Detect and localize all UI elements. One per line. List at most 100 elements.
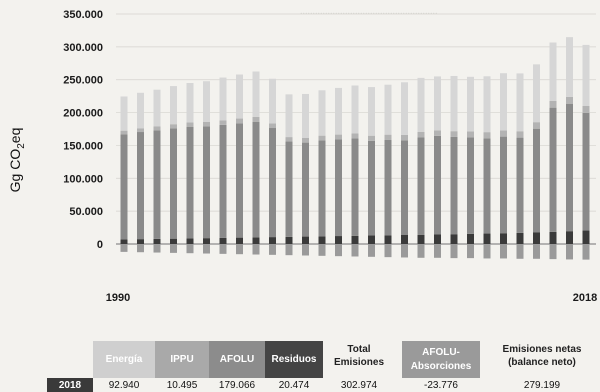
header-total: Total Emisiones [333,343,385,369]
bar-segment-afolu-absorciones [549,244,557,260]
bar-segment-ippu [219,120,227,125]
bar-segment-residuos [368,235,375,244]
bar-segment-residuos [252,237,260,244]
bar-segment-residuos [384,235,392,244]
header-ippu: IPPU [155,341,209,378]
bar-segment-ippu [137,128,144,133]
bar-segment-residuos [170,238,177,244]
bar-segment-residuos [236,237,243,244]
bar-segment-energ-a [137,92,144,129]
bar-segment-afolu [335,139,342,237]
bar-segment-energ-a [186,83,194,123]
bar-segment-afolu-absorciones [483,244,491,259]
bar-segment-afolu-absorciones [219,244,227,254]
bar-segment-ippu [186,122,194,127]
bar-segment-ippu [549,101,557,108]
bar-segment-afolu-absorciones [467,244,474,259]
bar-segment-energ-a [203,81,210,122]
bar-segment-energ-a [483,76,491,133]
bar-segment-energ-a [285,94,293,138]
bar-segment-energ-a [533,64,540,123]
bar-segment-energ-a [269,78,276,124]
bar-segment-afolu [203,126,210,239]
bar-segment-energ-a [318,90,326,136]
bar-segment-afolu-absorciones [203,244,210,254]
background-text: ........................................… [300,6,438,17]
bar-segment-ippu [252,116,260,122]
bar-segment-residuos [120,239,128,244]
bar-segment-residuos [302,236,309,244]
bar-segment-afolu-absorciones [434,244,441,258]
bar-segment-ippu [302,138,309,143]
bar-segment-afolu-absorciones [335,244,342,257]
bar-segment-residuos [450,234,458,244]
bar-segment-ippu [434,130,441,136]
bar-segment-residuos [285,236,293,244]
header-netas: Emisiones netas (balance neto) [502,343,582,369]
stacked-bar-chart: 0 50.000 100.000 150.000 200.000 250.000 300.0… [7,9,597,304]
bar-segment-ippu [318,135,326,141]
bar-segment-energ-a [434,76,441,131]
bar-segment-residuos [203,238,210,244]
bar-segment-ippu [236,118,243,124]
bar-segment-residuos [351,235,359,244]
bar-segment-ippu [417,131,425,138]
bar-segment-residuos [566,231,573,244]
bar-segment-ippu [467,131,474,138]
bar-segment-energ-a [120,96,128,131]
bar-segment-afolu [153,130,161,239]
cell-absorciones: -23.776 [424,380,458,391]
bar-segment-afolu [285,141,293,237]
bar-segment-energ-a [384,84,392,135]
bar-segment-residuos [417,234,425,244]
bar-segment-afolu-absorciones [153,244,161,253]
bar-segment-afolu-absorciones [318,244,326,256]
bar-segment-ippu [384,134,392,140]
bar-segment-energ-a [236,74,243,119]
cell-total: 302.974 [340,380,378,391]
bar-segment-afolu-absorciones [533,244,540,259]
bar-segment-residuos [549,231,557,244]
bar-segment-energ-a [500,73,507,131]
bar-segment-energ-a [153,89,161,127]
bar-segment-afolu-absorciones [516,244,524,259]
bar-segment-ippu [120,130,128,135]
y-tick-label: 300.000 [63,42,103,54]
bar-segment-ippu [153,126,161,131]
bar-segment-afolu [302,142,309,237]
bar-segment-energ-a [351,85,359,134]
summary-table: Energía IPPU AFOLU Residuos Total Emisio… [0,333,600,392]
cell-ippu: 10.495 [166,380,198,391]
bar-segment-afolu [170,128,177,239]
bar-segment-afolu [236,123,243,238]
bar-segment-ippu [516,131,524,138]
bar-segment-afolu-absorciones [384,244,392,258]
bar-segment-afolu-absorciones [120,244,128,252]
bar-segment-energ-a [549,42,557,102]
header-residuos: Residuos [265,341,323,378]
bar-segment-afolu-absorciones [186,244,194,254]
bar-segment-afolu-absorciones [236,244,243,255]
bar-segment-afolu-absorciones [368,244,375,257]
bar-segment-energ-a [401,82,408,135]
y-tick-label: 100.000 [63,173,103,185]
bar-segment-afolu [219,124,227,238]
bar-segment-afolu [483,138,491,234]
bar-segment-residuos [269,237,276,244]
bar-segment-residuos [137,239,144,244]
y-tick-label: 250.000 [63,75,103,87]
x-start-label: 1990 [106,292,130,304]
bar-segment-ippu [351,133,359,139]
bar-segment-afolu [137,132,144,240]
bar-segment-afolu [582,112,590,231]
bar-segment-afolu [120,134,128,240]
row-year: 2018 [47,378,93,392]
bar-segment-energ-a [219,77,227,121]
cell-residuos: 20.474 [278,380,310,391]
bar-segment-residuos [483,233,491,244]
bar-segment-energ-a [302,93,309,139]
bar-segment-ippu [170,124,177,129]
header-absorciones: AFOLU-Absorciones [402,341,480,378]
bar-segment-afolu [252,121,260,238]
bar-segment-ippu [203,121,210,127]
